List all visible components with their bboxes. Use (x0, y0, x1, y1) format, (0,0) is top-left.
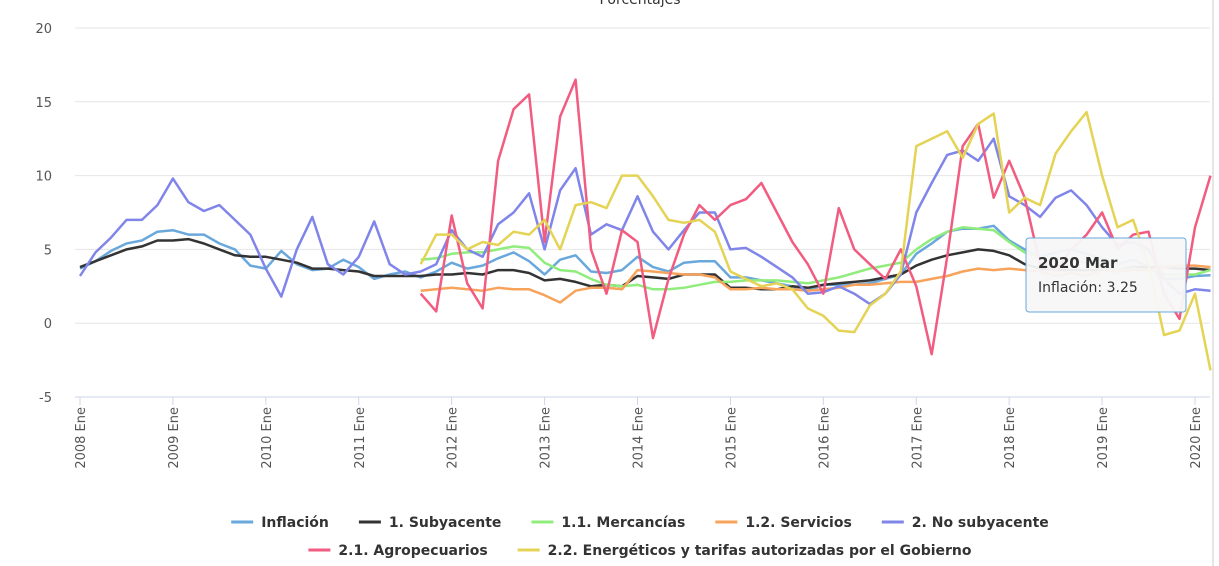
lines (78, 78, 1212, 371)
legend-label: 2. No subyacente (912, 515, 1049, 531)
x-tick-label: 2018 Ene (1003, 407, 1018, 469)
legend-label: 2.1. Agropecuarios (338, 543, 487, 559)
legend-item[interactable]: 2.2. Energéticos y tarifas autorizadas p… (517, 543, 972, 559)
legend-label: 1.2. Servicios (745, 515, 851, 531)
legend-row: Inflación 1. Subyacente 1.1. Mercancías 1.2… (231, 515, 1049, 531)
x-tick-label: 2017 Ene (910, 407, 925, 469)
series-line (419, 110, 1212, 371)
x-tick-label: 2011 Ene (353, 407, 368, 469)
x-tick-label: 2015 Ene (724, 407, 739, 469)
legend-label: 1.1. Mercancías (561, 515, 685, 531)
legend-item[interactable]: 2. No subyacente (881, 515, 1049, 531)
x-tick-label: 2016 Ene (817, 407, 832, 469)
y-tick-label: 10 (35, 170, 52, 185)
legend-label: 1. Subyacente (389, 515, 502, 531)
x-tick-label: 2019 Ene (1096, 407, 1111, 469)
legend-item[interactable]: 1.2. Servicios (715, 515, 852, 531)
tooltip-box (1025, 237, 1187, 313)
legend-row: 2.1. Agropecuarios 2.2. Energéticos y tar… (308, 543, 972, 559)
legend-label: 2.2. Energéticos y tarifas autorizadas p… (548, 543, 972, 559)
tooltip-label: Inflación: 3.25 (1038, 280, 1138, 296)
legend: Inflación 1. Subyacente 1.1. Mercancías 1.2… (231, 515, 1049, 559)
series-line (79, 237, 1211, 291)
x-tick-label: 2020 Ene (1189, 407, 1204, 469)
tooltip: 2020 Mar Inflación: 3.25 (1025, 237, 1187, 313)
series-line (78, 137, 1211, 306)
y-tick-label: 20 (35, 22, 52, 37)
y-tick-label: 5 (44, 243, 52, 258)
legend-item[interactable]: Inflación (231, 515, 329, 531)
legend-item[interactable]: 2.1. Agropecuarios (308, 543, 488, 559)
chart-title: Porcentajes (599, 0, 680, 8)
x-tick-label: 2013 Ene (539, 407, 554, 469)
x-tick-label: 2010 Ene (260, 407, 275, 469)
x-tick-label: 2009 Ene (167, 407, 182, 469)
grid: -5 0 5 10 15 20 2008 Ene 2009 Ene 2010 Ene 2011 E… (35, 22, 1210, 469)
series-line (79, 224, 1211, 292)
y-tick-label: 15 (35, 96, 52, 111)
x-tick-label: 2012 Ene (446, 407, 461, 469)
tooltip-title: 2020 Mar (1038, 254, 1118, 272)
x-tick-label: 2008 Ene (74, 407, 89, 469)
legend-item[interactable]: 1.1. Mercancías (531, 515, 685, 531)
y-tick-label: 0 (44, 317, 52, 332)
legend-label: Inflación (261, 515, 329, 531)
y-tick-label: -5 (39, 391, 52, 406)
x-tick-label: 2014 Ene (632, 407, 647, 469)
legend-item[interactable]: 1. Subyacente (358, 515, 502, 531)
